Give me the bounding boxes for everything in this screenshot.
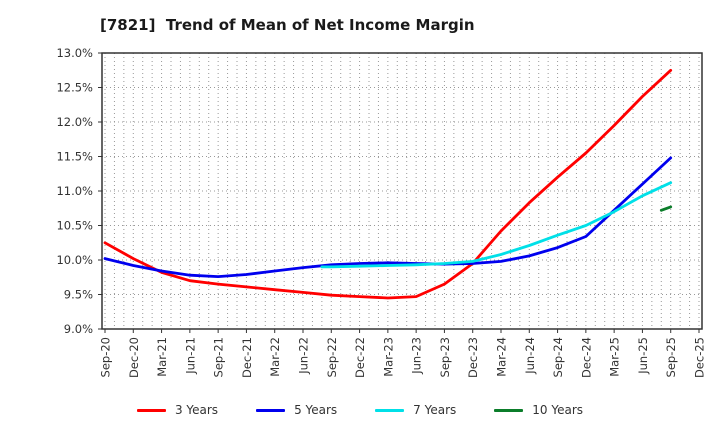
x-tick-label: Dec-25 bbox=[693, 337, 707, 378]
legend-line-swatch-3-years bbox=[136, 408, 166, 412]
legend-line-swatch-7-years bbox=[375, 408, 405, 412]
y-tick-label: 10.0% bbox=[56, 253, 93, 267]
x-tick-label: Jun-22 bbox=[297, 337, 311, 375]
y-tick-label: 9.0% bbox=[64, 322, 93, 336]
y-tick-label: 11.0% bbox=[56, 184, 93, 198]
series-line-7-years bbox=[320, 181, 673, 269]
y-tick-label: 9.5% bbox=[64, 288, 93, 302]
legend-label: 3 Years bbox=[174, 403, 219, 417]
x-tick-label: Sep-23 bbox=[438, 337, 452, 377]
x-tick-label: Mar-24 bbox=[495, 337, 509, 377]
x-tick-label: Mar-23 bbox=[381, 337, 395, 377]
x-tick-label: Mar-21 bbox=[155, 337, 169, 377]
legend-label: 10 Years bbox=[532, 403, 584, 417]
legend-line-swatch-10-years bbox=[494, 408, 524, 412]
legend-entry-10-years: 10 Years bbox=[494, 403, 583, 417]
y-tick-label: 10.5% bbox=[56, 219, 93, 233]
legend-label: 7 Years bbox=[413, 403, 457, 417]
series-line-3-years bbox=[103, 68, 673, 300]
x-tick-label: Sep-24 bbox=[551, 337, 565, 377]
x-tick-label: Jun-21 bbox=[183, 337, 197, 375]
x-tick-label: Jun-25 bbox=[636, 337, 650, 375]
y-tick-label: 11.5% bbox=[56, 150, 93, 164]
x-tick-label: Mar-25 bbox=[608, 337, 622, 377]
chart-title: [7821] Trend of Mean of Net Income Margi… bbox=[100, 16, 475, 34]
x-tick-label: Sep-21 bbox=[212, 337, 226, 377]
x-tick-label: Jun-23 bbox=[410, 337, 424, 375]
legend-line-swatch-5-years bbox=[256, 408, 286, 412]
y-tick-label: 12.5% bbox=[56, 81, 93, 95]
x-tick-label: Dec-24 bbox=[579, 337, 593, 378]
series-line-10-years bbox=[659, 205, 673, 212]
series-line-5-years bbox=[103, 156, 673, 279]
y-tick-label: 13.0% bbox=[56, 46, 93, 60]
x-tick-label: Dec-22 bbox=[353, 337, 367, 378]
x-tick-label: Mar-22 bbox=[268, 337, 282, 377]
x-tick-label: Sep-25 bbox=[664, 337, 678, 377]
y-tick-label: 12.0% bbox=[56, 115, 93, 129]
legend-entry-7-years: 7 Years bbox=[375, 403, 456, 417]
x-tick-label: Dec-23 bbox=[466, 337, 480, 378]
x-tick-label: Sep-20 bbox=[99, 337, 113, 377]
legend-entry-5-years: 5 Years bbox=[256, 403, 337, 417]
legend-entry-3-years: 3 Years bbox=[136, 403, 219, 417]
legend-label: 5 Years bbox=[294, 403, 338, 417]
plot-frame bbox=[101, 52, 703, 330]
x-tick-label: Dec-21 bbox=[240, 337, 254, 378]
x-tick-label: Sep-22 bbox=[325, 337, 339, 377]
x-tick-label: Jun-24 bbox=[523, 337, 537, 375]
x-tick-label: Dec-20 bbox=[127, 337, 141, 378]
legend: 3 Years 5 Years 7 Years 10 Years bbox=[0, 403, 720, 417]
